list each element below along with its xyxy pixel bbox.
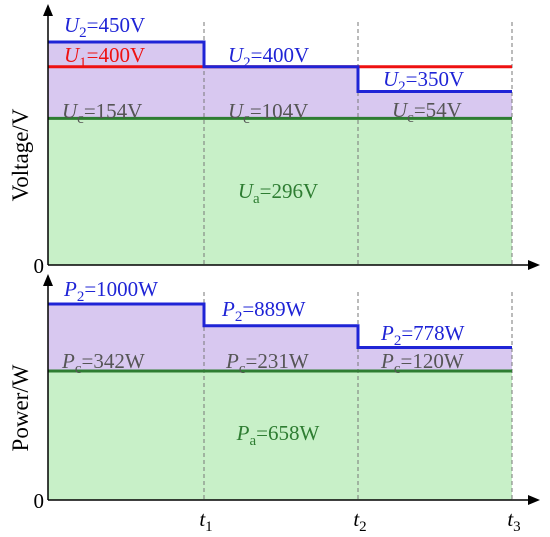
y-axis-arrow	[43, 274, 53, 286]
origin-label: 0	[34, 489, 45, 513]
value-label-Pc-seg3: Pc=120W	[380, 349, 464, 377]
value-label-Pc-seg2: Pc=231W	[225, 349, 309, 377]
purple-area-seg-2	[204, 325, 358, 372]
purple-area-seg-1	[48, 42, 204, 119]
x-axis-arrow	[528, 495, 540, 505]
purple-area-seg-3	[358, 347, 512, 372]
value-label-U2-seg1: U2=450V	[64, 13, 145, 41]
x-tick-label-t1: t1	[199, 507, 212, 535]
value-label-U2-seg2: U2=400V	[228, 43, 309, 71]
value-label-Pa-seg2: Pa=658W	[236, 421, 320, 449]
green-area	[48, 371, 512, 500]
value-label-U2-seg3: U2=350V	[383, 67, 464, 95]
value-label-Pc-seg1: Pc=342W	[61, 349, 145, 377]
y-axis-title: Power/W	[8, 364, 33, 451]
y-axis-title: Voltage/V	[8, 108, 33, 201]
origin-label: 0	[34, 254, 45, 278]
purple-area-seg-3	[358, 91, 512, 119]
value-label-P2-seg3: P2=778W	[380, 321, 465, 349]
purple-area-seg-2	[204, 66, 358, 119]
x-axis-arrow	[528, 260, 540, 270]
value-label-P2-seg1: P2=1000W	[63, 277, 158, 305]
value-label-Uc-seg3: Uc=54V	[392, 98, 462, 126]
value-label-U1-seg1: U1=400V	[64, 43, 145, 71]
power-panel: 0 Power/W P2=1000W Pc=342W P2=889W Pc=231W P2=…	[8, 274, 540, 513]
series-line-P2	[48, 302, 512, 350]
x-tick-label-t3: t3	[507, 507, 520, 535]
value-label-Ua-seg2: Ua=296V	[238, 179, 318, 207]
value-label-Uc-seg1: Uc=154V	[62, 99, 142, 127]
y-axis-arrow	[43, 4, 53, 16]
value-label-Uc-seg2: Uc=104V	[228, 99, 308, 127]
value-label-P2-seg2: P2=889W	[221, 297, 306, 325]
purple-area-seg-1	[48, 304, 204, 372]
series-line-U2	[48, 40, 512, 94]
x-tick-label-t2: t2	[353, 507, 366, 535]
green-area	[48, 118, 512, 265]
